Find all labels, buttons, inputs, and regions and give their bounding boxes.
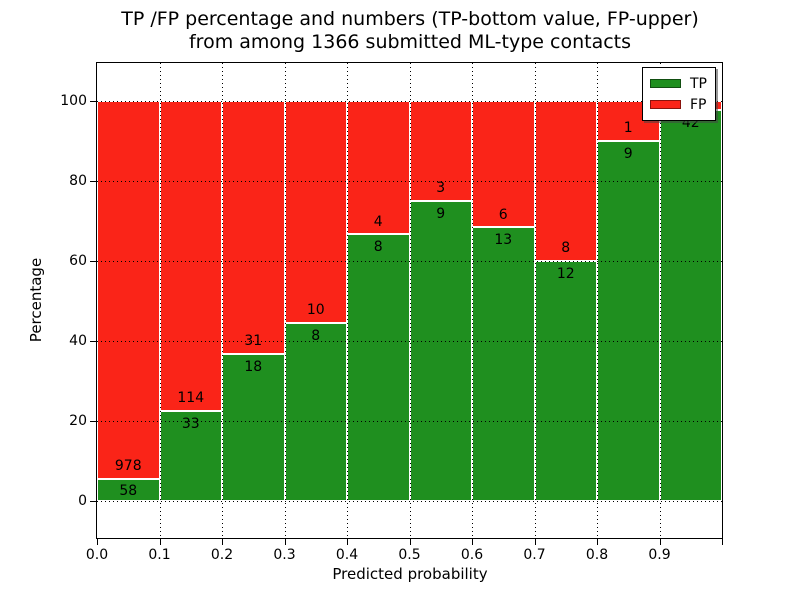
x-tick-mark: [659, 539, 661, 545]
bar-segment-fp: [159, 101, 222, 412]
y-tick-mark: [89, 261, 96, 262]
fp-legend-swatch: [650, 100, 681, 109]
tp-count-label: 33: [181, 416, 200, 432]
vertical-gridline: [347, 63, 348, 538]
chart-title-line1: TP /FP percentage and numbers (TP-bottom…: [121, 8, 699, 30]
x-tick-label: 0.4: [335, 547, 359, 563]
legend-row-tp: TP: [650, 73, 707, 94]
y-tick-label: 60: [69, 253, 87, 269]
fp-legend-label: FP: [690, 96, 707, 113]
x-tick-mark: [284, 539, 286, 545]
y-tick-label: 40: [69, 333, 87, 349]
legend-row-fp: FP: [650, 94, 707, 115]
x-tick-mark: [347, 539, 348, 545]
chart-title: TP /FP percentage and numbers (TP-bottom…: [96, 8, 724, 54]
bar-segment-tp: [597, 141, 660, 501]
x-tick-mark: [97, 539, 98, 545]
tp-count-label: 18: [244, 358, 263, 375]
y-tick-label: 80: [69, 173, 87, 189]
vertical-gridline: [222, 63, 223, 538]
bar-segment-tp: [659, 110, 722, 501]
vertical-gridline: [472, 63, 473, 538]
x-tick-label: 0.5: [398, 547, 421, 563]
tp-count-label: 13: [494, 232, 513, 249]
fp-count-label: 6: [498, 206, 508, 223]
bar-segment-fp: [284, 101, 347, 324]
bar-segment-tp: [347, 234, 410, 501]
fp-count-label: 8: [561, 240, 571, 257]
vertical-gridline: [597, 63, 598, 538]
bar-segment-tp: [284, 323, 347, 501]
fp-count-label: 3: [436, 180, 446, 197]
y-tick-label: 20: [69, 413, 87, 429]
y-tick-mark: [89, 101, 96, 102]
y-tick-label: 100: [60, 93, 87, 109]
legend: TP FP: [642, 67, 716, 121]
x-axis-label: Predicted probability: [332, 565, 488, 583]
x-tick-label: 0.7: [523, 547, 546, 563]
x-tick-mark: [597, 539, 598, 545]
y-tick-mark: [89, 421, 96, 422]
y-axis-label: Percentage: [27, 257, 45, 343]
x-tick-label: 0.9: [648, 547, 671, 563]
x-tick-label: 0.2: [210, 547, 234, 563]
tp-count-label: 8: [373, 239, 383, 256]
bar-segment-tp: [159, 411, 222, 501]
x-tick-label: 0.0: [85, 547, 109, 563]
x-tick-mark: [472, 539, 473, 545]
tp-count-label: 9: [436, 205, 446, 222]
bar-segment-tp: [97, 478, 160, 501]
tp-count-label: 12: [556, 265, 575, 282]
x-tick-mark: [159, 539, 161, 545]
bar-segment-fp: [347, 101, 410, 235]
fp-count-label: 10: [306, 302, 325, 319]
vertical-gridline: [659, 63, 661, 538]
fp-count-label: 978: [114, 457, 142, 474]
y-tick-mark: [89, 181, 96, 182]
bar-segment-tp: [222, 354, 285, 501]
fp-count-label: 114: [177, 390, 205, 407]
vertical-gridline: [284, 63, 286, 538]
fp-count-label: 4: [373, 213, 383, 230]
bar-segment-fp: [97, 101, 160, 479]
x-tick-label: 0.3: [273, 547, 296, 563]
chart-title-line2: from among 1366 submitted ML-type contac…: [188, 31, 632, 53]
fp-count-label: 1: [623, 120, 633, 137]
tp-count-label: 58: [119, 483, 138, 500]
y-tick-mark: [89, 341, 96, 342]
vertical-gridline: [409, 63, 411, 538]
x-tick-mark: [722, 539, 723, 545]
y-tick-label: 0: [78, 493, 87, 509]
vertical-gridline: [534, 63, 536, 538]
bar-segment-tp: [472, 227, 535, 501]
tp-legend-label: TP: [690, 75, 707, 92]
fp-count-label: 31: [244, 333, 263, 350]
plot-area: TP FP 58 978 33 114 18 31 8 10 8 4 9 3 13 6 12 8 9 1 42 0.0…: [60, 62, 723, 563]
tp-count-label: 9: [623, 145, 633, 162]
x-tick-mark: [409, 539, 411, 545]
bar-segment-tp: [534, 261, 597, 501]
tp-count-label: 8: [311, 328, 321, 345]
x-tick-mark: [534, 539, 536, 545]
vertical-gridline: [159, 63, 161, 538]
bar-segment-tp: [409, 201, 472, 501]
x-tick-mark: [222, 539, 223, 545]
x-tick-label: 0.6: [460, 547, 484, 563]
tp-legend-swatch: [650, 79, 681, 88]
x-tick-label: 0.8: [585, 547, 609, 563]
bar-segment-fp: [222, 101, 285, 355]
y-tick-mark: [89, 501, 96, 502]
x-tick-label: 0.1: [148, 547, 171, 563]
